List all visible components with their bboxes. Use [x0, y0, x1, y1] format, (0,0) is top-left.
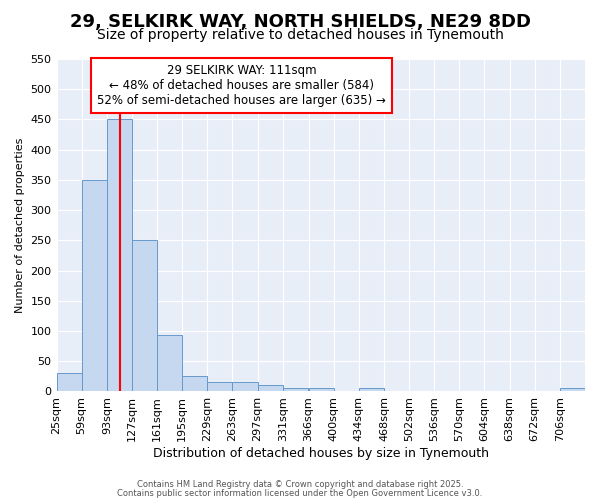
Bar — [308, 388, 334, 392]
Text: Contains public sector information licensed under the Open Government Licence v3: Contains public sector information licen… — [118, 488, 482, 498]
X-axis label: Distribution of detached houses by size in Tynemouth: Distribution of detached houses by size … — [153, 447, 489, 460]
Bar — [107, 120, 132, 392]
Bar — [359, 388, 384, 392]
Y-axis label: Number of detached properties: Number of detached properties — [15, 138, 25, 313]
Bar — [283, 388, 308, 392]
Bar — [56, 374, 82, 392]
Text: Contains HM Land Registry data © Crown copyright and database right 2025.: Contains HM Land Registry data © Crown c… — [137, 480, 463, 489]
Text: 29, SELKIRK WAY, NORTH SHIELDS, NE29 8DD: 29, SELKIRK WAY, NORTH SHIELDS, NE29 8DD — [70, 12, 530, 30]
Text: Size of property relative to detached houses in Tynemouth: Size of property relative to detached ho… — [97, 28, 503, 42]
Bar — [157, 335, 182, 392]
Bar — [82, 180, 107, 392]
Bar — [132, 240, 157, 392]
Bar — [208, 382, 232, 392]
Bar — [182, 376, 208, 392]
Bar — [560, 388, 585, 392]
Bar — [257, 386, 283, 392]
Bar — [232, 382, 257, 392]
Text: 29 SELKIRK WAY: 111sqm
← 48% of detached houses are smaller (584)
52% of semi-de: 29 SELKIRK WAY: 111sqm ← 48% of detached… — [97, 64, 386, 107]
